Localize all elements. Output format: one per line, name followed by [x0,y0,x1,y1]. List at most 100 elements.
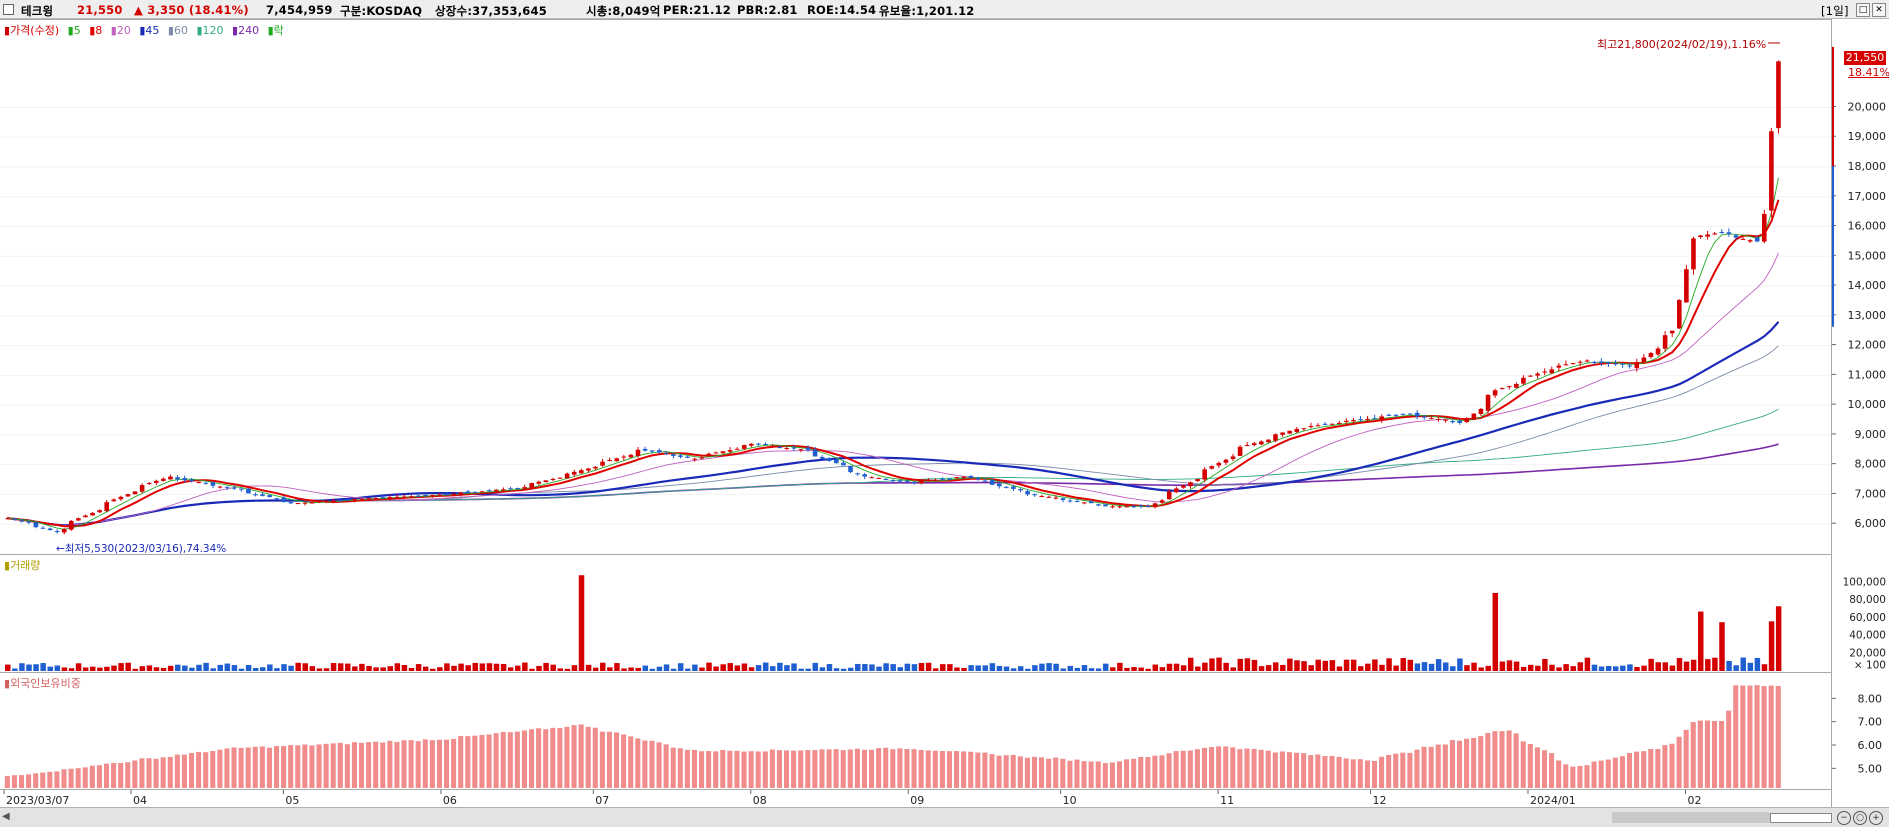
volume-bar [12,668,18,671]
candle-body [1542,371,1547,373]
volume-bar [380,667,386,671]
legend-ma8[interactable]: ▮8 [89,24,103,37]
foreign-bar [408,740,414,788]
foreign-bar [876,748,882,788]
legend-price[interactable]: ▮가격(수정) [4,24,60,37]
maximize-icon[interactable]: □ [1856,3,1870,17]
legend-ma5[interactable]: ▮5 [67,24,81,37]
legend-ma240[interactable]: ▮240 [232,24,260,37]
candle-body [12,518,17,520]
legend-ma120[interactable]: ▮120 [196,24,224,37]
foreign-bar [89,765,95,788]
candle-body [720,451,726,454]
foreign-bar [628,736,634,788]
candle-body [933,479,938,481]
candle-body [975,477,981,480]
candle-body [1216,462,1222,466]
foreign-bar [451,738,457,788]
line-ma45 [7,321,1780,527]
foreign-bar [1258,749,1264,788]
volume-legend[interactable]: ▮거래량 [4,559,41,572]
candle-body [26,521,32,523]
legend-rak[interactable]: ▮락 [267,24,284,37]
volume-bar [1485,665,1491,671]
volume-bar [1570,666,1576,671]
foreign-bar [1655,749,1661,788]
volume-bar [748,667,755,671]
volume-bar [1294,660,1300,671]
zoom-in-icon[interactable]: + [1869,811,1883,825]
x-tick-label: 12 [1373,794,1387,807]
foreign-bar [1343,758,1349,788]
volume-bar [153,667,160,671]
volume-bar [316,668,323,671]
candle-body [1556,365,1562,368]
foreign-bar [819,749,825,788]
volume-bar [840,668,847,671]
y-tick-label: 13,000 [1848,309,1887,322]
foreign-legend[interactable]: ▮외국인보유비중 [4,677,81,690]
x-tick-label: 04 [133,794,147,807]
foreign-bar [217,749,223,788]
zoom-reset-icon[interactable]: ○ [1853,811,1867,825]
foreign-bar [642,740,648,788]
candle-body [501,489,506,491]
horizontal-scrollbar[interactable] [1612,812,1770,823]
x-axis: 2023/03/07 04 05 06 07 08 09 10 11 12 2024/01 02 [0,789,1831,808]
close-icon[interactable]: ✕ [1872,3,1886,17]
foreign-bar [96,765,102,788]
volume-bar [1280,664,1286,671]
volume-bar [522,662,528,671]
stock-name[interactable]: 테크윙 [21,4,54,18]
volume-bar [784,665,790,671]
legend-ma45[interactable]: ▮45 [139,24,160,37]
foreign-bar [1456,740,1463,788]
candle-body [954,477,960,479]
volume-bar [1287,658,1293,671]
volume-bar [819,667,826,671]
foreign-bar [1279,751,1285,788]
legend-ma20[interactable]: ▮20 [110,24,131,37]
zoom-out-icon[interactable]: − [1837,811,1851,825]
range-slider[interactable] [1770,813,1832,823]
foreign-bar [323,743,329,788]
candle-body [699,457,705,459]
volume-bar [104,666,110,671]
foreign-bar [550,727,556,788]
volume-chart[interactable] [0,555,1831,673]
volume-bar [755,665,762,671]
foreign-bar [259,746,265,788]
volume-bar [1074,667,1081,671]
foreign-bar [514,731,520,788]
candle-body [543,480,549,483]
candle-body [387,497,393,499]
volume-bar [465,665,471,671]
foreign-bar [1187,750,1193,788]
candle-body [557,477,563,479]
price-chart[interactable] [0,20,1831,555]
foreign-bar [1605,759,1611,788]
legend-ma60[interactable]: ▮60 [167,24,188,37]
volume-bar [1145,668,1151,671]
period-label[interactable]: [1일] [1821,4,1849,18]
candle-body [1046,496,1052,498]
volume-bar [1428,663,1435,671]
foreign-bar [238,747,244,788]
candle-body [267,495,272,498]
foreign-chart[interactable] [0,673,1831,790]
foreign-bar [1088,761,1094,788]
candle-body [727,450,733,452]
volume-bar [1492,592,1499,671]
volume-bar [1110,667,1116,671]
foreign-bar [528,729,535,788]
info-bar: 테크윙 21,550 ▲ 3,350 (18.41%) 7,454,959 구분… [0,0,1889,19]
volume-bar [1152,664,1159,671]
foreign-bar [1478,736,1484,788]
foreign-bar [833,749,839,788]
foreign-bar [337,742,343,788]
scroll-left-icon[interactable]: ◀ [2,811,10,822]
select-checkbox[interactable] [3,4,14,15]
foreign-bar [330,743,336,788]
volume-bar [260,667,266,671]
foreign-bar [982,752,988,788]
